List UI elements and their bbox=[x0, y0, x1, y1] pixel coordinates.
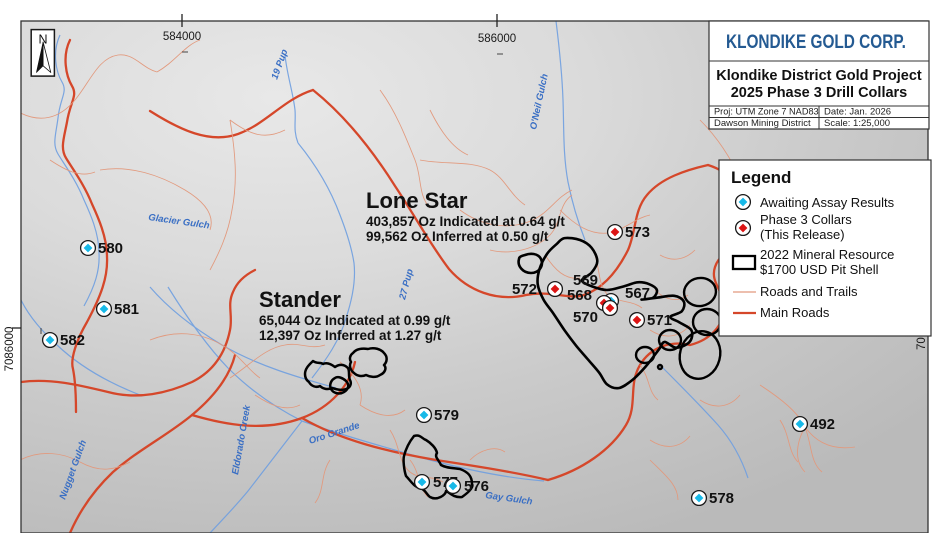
svg-text:$1700 USD Pit Shell: $1700 USD Pit Shell bbox=[760, 262, 879, 277]
svg-text:573: 573 bbox=[625, 224, 650, 241]
svg-text:Legend: Legend bbox=[731, 168, 791, 187]
svg-text:65,044 Oz Indicated at 0.99 g/: 65,044 Oz Indicated at 0.99 g/t bbox=[259, 313, 451, 328]
svg-text:586000: 586000 bbox=[478, 33, 516, 45]
svg-text:571: 571 bbox=[647, 312, 672, 329]
svg-text:572: 572 bbox=[512, 281, 537, 298]
svg-text:Lone Star: Lone Star bbox=[366, 188, 468, 213]
svg-text:KLONDIKE GOLD CORP.: KLONDIKE GOLD CORP. bbox=[726, 30, 906, 52]
svg-text:2022 Mineral Resource: 2022 Mineral Resource bbox=[760, 247, 894, 262]
svg-text:Dawson Mining District: Dawson Mining District bbox=[714, 118, 811, 129]
svg-text:582: 582 bbox=[60, 332, 85, 349]
svg-text:570: 570 bbox=[573, 309, 598, 326]
svg-text:Stander: Stander bbox=[259, 287, 341, 312]
svg-text:Roads and Trails: Roads and Trails bbox=[760, 284, 858, 299]
svg-text:7086000: 7086000 bbox=[4, 327, 16, 372]
svg-text:492: 492 bbox=[810, 416, 835, 433]
svg-text:584000: 584000 bbox=[163, 31, 201, 43]
svg-text:(This Release): (This Release) bbox=[760, 227, 845, 242]
svg-text:Scale: 1:25,000: Scale: 1:25,000 bbox=[824, 118, 890, 129]
svg-text:Awaiting Assay Results: Awaiting Assay Results bbox=[760, 195, 895, 210]
svg-text:568: 568 bbox=[567, 287, 592, 304]
svg-text:2025 Phase 3 Drill Collars: 2025 Phase 3 Drill Collars bbox=[731, 85, 908, 101]
svg-text:Phase 3 Collars: Phase 3 Collars bbox=[760, 212, 852, 227]
svg-text:Proj: UTM Zone 7 NAD83: Proj: UTM Zone 7 NAD83 bbox=[714, 107, 819, 117]
svg-text:403,857 Oz Indicated at 0.64 g: 403,857 Oz Indicated at 0.64 g/t bbox=[366, 214, 565, 229]
svg-text:70: 70 bbox=[916, 337, 928, 350]
svg-text:12,397 Oz Inferred at 1.27 g/t: 12,397 Oz Inferred at 1.27 g/t bbox=[259, 328, 442, 343]
svg-text:576: 576 bbox=[464, 478, 489, 495]
svg-text:578: 578 bbox=[709, 490, 734, 507]
svg-text:99,562 Oz Inferred at 0.50 g/t: 99,562 Oz Inferred at 0.50 g/t bbox=[366, 229, 549, 244]
svg-text:Main Roads: Main Roads bbox=[760, 305, 830, 320]
svg-text:Date: Jan. 2026: Date: Jan. 2026 bbox=[824, 107, 891, 118]
svg-text:581: 581 bbox=[114, 301, 139, 318]
svg-text:579: 579 bbox=[434, 407, 459, 424]
svg-text:Klondike District Gold Project: Klondike District Gold Project bbox=[716, 68, 922, 84]
svg-text:567: 567 bbox=[625, 285, 650, 302]
svg-text:580: 580 bbox=[98, 240, 123, 257]
